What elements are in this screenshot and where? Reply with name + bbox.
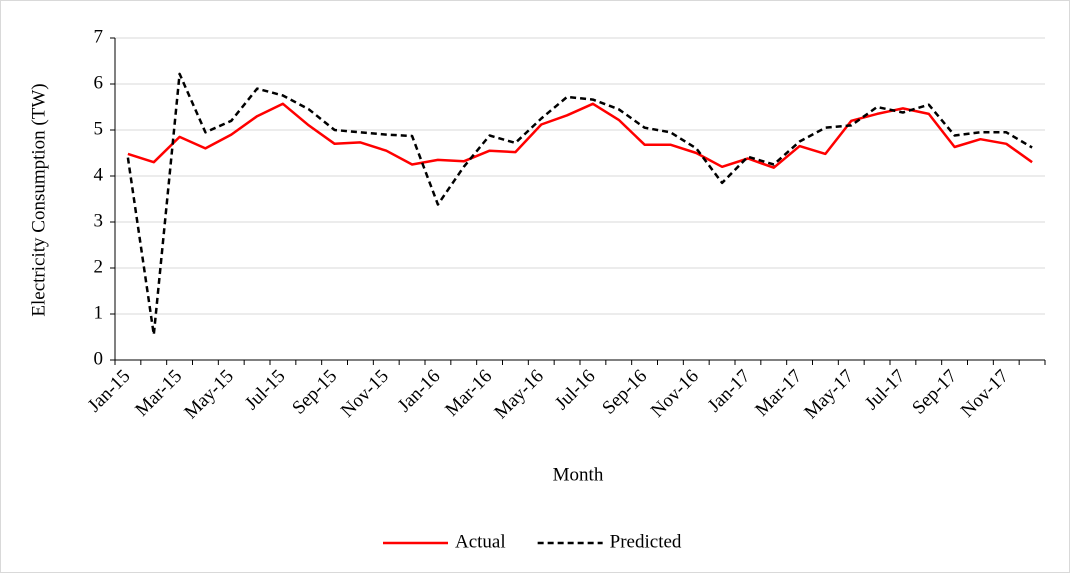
y-tick-label: 0 [94,348,104,369]
y-tick-label: 1 [94,302,104,323]
y-tick-label: 7 [94,26,104,47]
y-tick-label: 4 [94,164,104,185]
y-axis-title: Electricity Consumption (TW) [28,83,49,316]
x-axis-title: Month [553,464,604,485]
legend-label: Actual [455,531,506,552]
data-line [127,102,1033,169]
y-tick-label: 6 [94,72,104,93]
y-tick-label: 5 [94,118,104,139]
data-line [126,72,1033,336]
legend-label: Predicted [610,531,682,552]
y-tick-label: 3 [94,210,104,231]
y-tick-label: 2 [94,256,104,277]
